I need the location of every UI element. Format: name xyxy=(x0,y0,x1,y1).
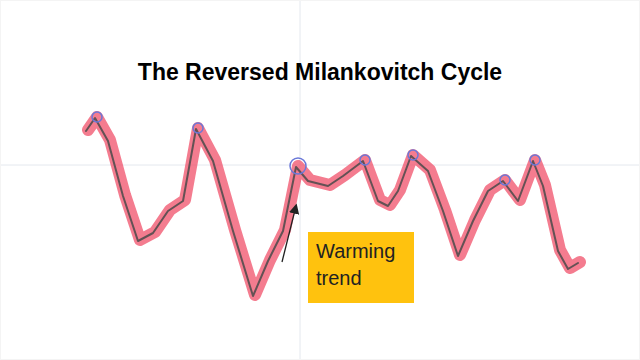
plot-area xyxy=(86,112,580,296)
line-pen xyxy=(86,118,578,296)
peak-marker xyxy=(360,155,370,165)
peak-marker xyxy=(408,150,418,160)
peak-marker xyxy=(193,123,203,133)
peak-marker xyxy=(92,112,102,122)
peak-marker xyxy=(500,175,510,185)
peak-marker xyxy=(290,158,306,174)
peak-marker xyxy=(530,155,540,165)
plot-frame xyxy=(1,1,640,360)
paper-line xyxy=(0,165,640,166)
line-band xyxy=(88,117,580,295)
annotation-box xyxy=(308,232,414,303)
title: The Reversed Milankovitch Cycle xyxy=(138,59,502,85)
annotation-arrow xyxy=(282,206,296,262)
annotation-text-line: Warming xyxy=(316,240,395,262)
annotation-text-line: trend xyxy=(316,267,362,289)
annotation-text: Warming trend xyxy=(316,240,395,289)
chart: The Reversed Milankovitch Cycle Warming tr… xyxy=(0,0,640,360)
